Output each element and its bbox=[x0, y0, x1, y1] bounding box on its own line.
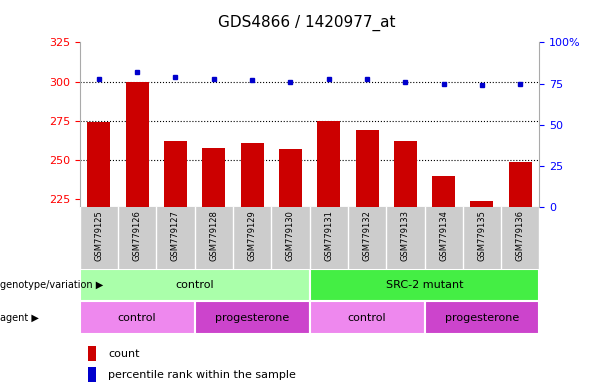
Bar bbox=[432, 176, 455, 207]
Text: GSM779126: GSM779126 bbox=[132, 210, 142, 261]
Bar bbox=[164, 141, 187, 207]
Bar bbox=[202, 147, 226, 207]
Text: GDS4866 / 1420977_at: GDS4866 / 1420977_at bbox=[218, 15, 395, 31]
Text: progesterone: progesterone bbox=[215, 313, 289, 323]
Text: GSM779129: GSM779129 bbox=[248, 210, 257, 261]
Bar bbox=[279, 149, 302, 207]
Bar bbox=[310, 301, 424, 334]
Text: agent ▶: agent ▶ bbox=[0, 313, 39, 323]
Text: GSM779133: GSM779133 bbox=[401, 210, 410, 262]
Bar bbox=[394, 141, 417, 207]
Bar bbox=[195, 301, 310, 334]
Text: genotype/variation ▶: genotype/variation ▶ bbox=[0, 280, 103, 290]
Text: count: count bbox=[108, 349, 139, 359]
Text: progesterone: progesterone bbox=[445, 313, 519, 323]
Text: percentile rank within the sample: percentile rank within the sample bbox=[108, 370, 295, 380]
Text: GSM779125: GSM779125 bbox=[94, 210, 104, 261]
Bar bbox=[424, 301, 539, 334]
Text: GSM779136: GSM779136 bbox=[516, 210, 525, 262]
Bar bbox=[471, 201, 493, 207]
Text: control: control bbox=[175, 280, 214, 290]
Text: control: control bbox=[348, 313, 386, 323]
Bar bbox=[126, 81, 148, 207]
Text: GSM779128: GSM779128 bbox=[209, 210, 218, 261]
Text: GSM779135: GSM779135 bbox=[478, 210, 487, 261]
Text: control: control bbox=[118, 313, 156, 323]
Bar bbox=[88, 346, 96, 361]
Text: GSM779127: GSM779127 bbox=[171, 210, 180, 261]
Text: GSM779132: GSM779132 bbox=[362, 210, 371, 261]
Bar bbox=[88, 367, 96, 382]
Bar bbox=[509, 162, 531, 207]
Bar bbox=[310, 269, 539, 301]
Text: GSM779131: GSM779131 bbox=[324, 210, 333, 261]
Bar bbox=[80, 301, 195, 334]
Text: SRC-2 mutant: SRC-2 mutant bbox=[386, 280, 463, 290]
Text: GSM779130: GSM779130 bbox=[286, 210, 295, 261]
Text: GSM779134: GSM779134 bbox=[439, 210, 448, 261]
Bar bbox=[240, 143, 264, 207]
Bar bbox=[356, 130, 379, 207]
Bar bbox=[318, 121, 340, 207]
Bar bbox=[80, 269, 310, 301]
Bar bbox=[87, 122, 110, 207]
